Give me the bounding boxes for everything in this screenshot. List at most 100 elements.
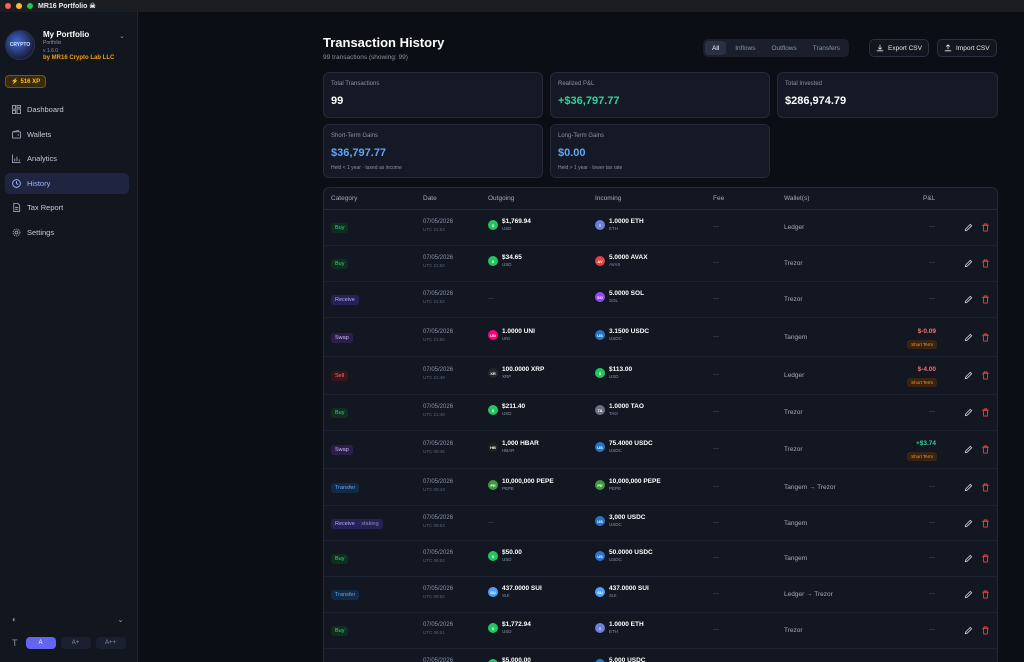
fee-value: — xyxy=(713,334,719,340)
sidebar-item-wallets[interactable]: Wallets xyxy=(5,124,129,145)
table-row[interactable]: Swap 07/05/2026 UTC 21:50 UN 1.0000 UNI UNI US… xyxy=(324,318,997,357)
transaction-date: 07/05/2026 xyxy=(423,441,454,447)
edit-icon[interactable] xyxy=(964,333,973,342)
edit-icon[interactable] xyxy=(964,483,973,492)
font-size-large-button[interactable]: A+ xyxy=(60,637,91,649)
incoming-asset: US 3.1500 USDC USDC xyxy=(595,328,649,341)
table-row[interactable]: Receive 07/05/2026 UTC 21:52 — SO 5.0000 SOL S… xyxy=(324,282,997,318)
delete-icon[interactable] xyxy=(981,223,990,232)
stat-value: +$36,797.77 xyxy=(558,95,620,107)
incoming-amount: 5,000 USDC xyxy=(609,657,646,662)
edit-icon[interactable] xyxy=(964,223,973,232)
tab-outflows[interactable]: Outflows xyxy=(771,44,797,52)
edit-icon[interactable] xyxy=(964,408,973,417)
incoming-asset-text: 1.0000 ETH ETH xyxy=(609,218,644,231)
transaction-time: UTC 09:53 xyxy=(423,523,445,528)
chevron-down-icon: ⌄ xyxy=(117,615,124,624)
tab-all[interactable]: All xyxy=(705,41,727,55)
edit-icon[interactable] xyxy=(964,626,973,635)
table-row[interactable]: Swap 07/05/2026 UTC 09:46 HB 1,000 HBAR HBAR U… xyxy=(324,431,997,469)
transaction-date: 07/05/2026 xyxy=(423,586,454,592)
column-header-incoming[interactable]: Incoming xyxy=(595,195,622,202)
delete-icon[interactable] xyxy=(981,554,990,563)
incoming-asset-text: 5.0000 AVAX AVAX xyxy=(609,254,648,267)
table-row[interactable]: Sell 07/05/2026 UTC 21:49 XR 100.0000 XRP XRP… xyxy=(324,357,997,395)
edit-icon[interactable] xyxy=(964,519,973,528)
category-badge: Buy xyxy=(331,554,349,564)
table-row[interactable]: Transfer 07/05/2026 UTC 09:52 SU 437.0000 SU… xyxy=(324,577,997,613)
table-row[interactable]: Transfer 07/05/2026 UTC 09:43 PE 10,000,000 … xyxy=(324,469,997,506)
edit-icon[interactable] xyxy=(964,445,973,454)
coin-icon: $ xyxy=(488,623,498,633)
table-row[interactable]: Buy 07/05/2026 UTC 21:48 $ $211.40 USD TA 1.000… xyxy=(324,395,997,431)
stat-card-total-invested: Total Invested $286,974.79 xyxy=(777,72,998,118)
incoming-asset-text: 50.0000 USDC USDC xyxy=(609,549,653,562)
tab-inflows[interactable]: Inflows xyxy=(735,44,756,52)
delete-icon[interactable] xyxy=(981,590,990,599)
delete-icon[interactable] xyxy=(981,371,990,380)
minimize-window-button[interactable] xyxy=(16,3,22,9)
category-label: Transfer xyxy=(335,485,356,491)
incoming-asset: $ $113.00 USD xyxy=(595,366,632,379)
stat-label: Total Transactions xyxy=(331,81,380,87)
table-row[interactable]: Buy 07/05/2026 UTC 09:53 $ $50.00 USD US 50.000… xyxy=(324,541,997,577)
font-size-normal-button[interactable]: A xyxy=(25,637,56,649)
tab-transfers[interactable]: Transfers xyxy=(812,44,840,52)
outgoing-asset-text: $1,772.94 USD xyxy=(502,621,531,634)
pnl-value: — xyxy=(929,627,935,633)
transaction-date: 07/05/2026 xyxy=(423,291,454,297)
edit-icon[interactable] xyxy=(964,259,973,268)
close-window-button[interactable] xyxy=(5,3,11,9)
column-header-wallets[interactable]: Wallet(s) xyxy=(784,195,810,202)
sidebar-item-label: Dashboard xyxy=(27,105,64,114)
sidebar-item-history[interactable]: History xyxy=(5,172,129,194)
column-header-fee[interactable]: Fee xyxy=(713,195,725,202)
sidebar-item-settings[interactable]: Settings xyxy=(5,222,129,243)
outgoing-asset: $ $34.65 USD xyxy=(488,254,522,267)
delete-icon[interactable] xyxy=(981,295,990,304)
delete-icon[interactable] xyxy=(981,445,990,454)
outgoing-symbol: UNI xyxy=(502,336,510,341)
transaction-date: 07/05/2026 xyxy=(423,329,454,335)
edit-icon[interactable] xyxy=(964,371,973,380)
table-row[interactable]: Buy 07/05/2026 UTC 21:53 $ $1,769.94 USD Ξ 1.00… xyxy=(324,210,997,246)
import-csv-label: Import CSV xyxy=(956,44,990,52)
delete-icon[interactable] xyxy=(981,483,990,492)
portfolio-switcher[interactable]: CRYPTO My Portfolio Portfolio v 1.6.0 by… xyxy=(5,30,133,66)
column-header-date[interactable]: Date xyxy=(423,195,437,202)
incoming-asset: Ξ 1.0000 ETH ETH xyxy=(595,621,644,634)
table-row[interactable]: Buy 07/05/2026 UTC 21:52 $ $34.65 USD AV 5.0000… xyxy=(324,246,997,282)
stat-card-short-term-gains: Short-Term Gains $36,797.77 Held < 1 yea… xyxy=(323,124,543,178)
column-header-outgoing[interactable]: Outgoing xyxy=(488,195,515,202)
coin-icon: Ξ xyxy=(595,623,605,633)
export-csv-button[interactable]: Export CSV xyxy=(869,39,929,57)
edit-icon[interactable] xyxy=(964,554,973,563)
coin-icon: AV xyxy=(595,256,605,266)
transaction-date: 07/05/2026 xyxy=(423,479,454,485)
sidebar-item-analytics[interactable]: Analytics xyxy=(5,148,129,169)
edit-icon[interactable] xyxy=(964,590,973,599)
edit-icon[interactable] xyxy=(964,295,973,304)
chevron-down-icon[interactable]: ⌄ xyxy=(119,33,125,40)
table-row[interactable]: Receive · staking 07/05/2026 UTC 09:53 — US 3,… xyxy=(324,506,997,541)
column-header-category[interactable]: Category xyxy=(331,195,358,202)
delete-icon[interactable] xyxy=(981,519,990,528)
category-label: Buy xyxy=(335,261,345,267)
maximize-window-button[interactable] xyxy=(27,3,33,9)
sidebar-item-dashboard[interactable]: Dashboard xyxy=(5,99,129,120)
delete-icon[interactable] xyxy=(981,626,990,635)
delete-icon[interactable] xyxy=(981,408,990,417)
coin-icon: PE xyxy=(488,480,498,490)
import-csv-button[interactable]: Import CSV xyxy=(937,39,997,57)
table-row[interactable]: Buy 07/05/2026 UTC 09:51 $ $1,772.94 USD Ξ 1.00… xyxy=(324,613,997,649)
delete-icon[interactable] xyxy=(981,259,990,268)
delete-icon[interactable] xyxy=(981,333,990,342)
column-header-pnl[interactable]: P&L xyxy=(923,195,936,202)
font-size-xlarge-button[interactable]: A++ xyxy=(95,637,126,649)
font-size-controls: T A A+ A++ xyxy=(12,637,126,649)
theme-selector[interactable]: ◐ ⌄ xyxy=(12,615,124,624)
sidebar-item-tax-report[interactable]: Tax Report xyxy=(5,197,129,218)
sidebar-item-label: History xyxy=(27,178,51,188)
stat-card-long-term-gains: Long-Term Gains $0.00 Held > 1 year · lo… xyxy=(550,124,770,178)
